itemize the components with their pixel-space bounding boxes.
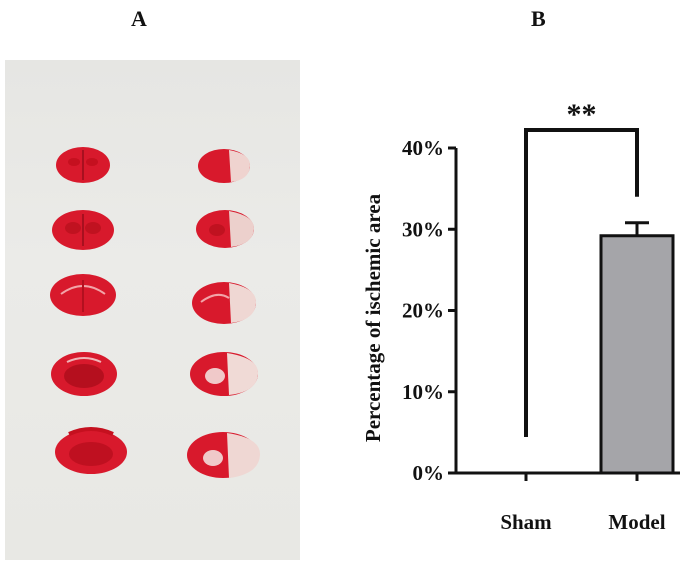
sham-slice-1 <box>56 147 110 183</box>
significance-label: ** <box>567 98 597 131</box>
ischemic-area-bar-chart: Percentage of ischemic area 0% 10% 20% 30% 4… <box>361 98 680 534</box>
model-slice-5 <box>187 432 261 478</box>
model-slice-1 <box>198 149 251 183</box>
model-slice-4 <box>190 352 259 396</box>
y-tick-label: 30% <box>402 217 444 241</box>
sham-slice-5 <box>55 427 127 474</box>
model-slice-3 <box>192 282 257 324</box>
y-tick-label: 20% <box>402 299 444 323</box>
y-tick-label: 40% <box>402 136 444 160</box>
x-tick-label: Model <box>608 510 665 534</box>
y-tick-label: 0% <box>413 461 445 485</box>
sham-slice-4 <box>51 352 117 396</box>
sham-slice-2 <box>52 210 114 250</box>
model-slice-2 <box>196 210 255 248</box>
panel-b-label: B <box>531 6 546 31</box>
panel-a-label: A <box>131 6 147 31</box>
significance-bracket <box>524 128 639 437</box>
y-tick-label: 10% <box>402 380 444 404</box>
x-tick-label: Sham <box>500 510 552 534</box>
y-axis-label: Percentage of ischemic area <box>361 193 385 442</box>
bar-model <box>599 234 675 475</box>
plot-area: 0% 10% 20% 30% 40% Sham Model ** <box>402 98 680 534</box>
brain-slice-photo <box>5 60 300 560</box>
sham-slice-3 <box>50 274 116 316</box>
